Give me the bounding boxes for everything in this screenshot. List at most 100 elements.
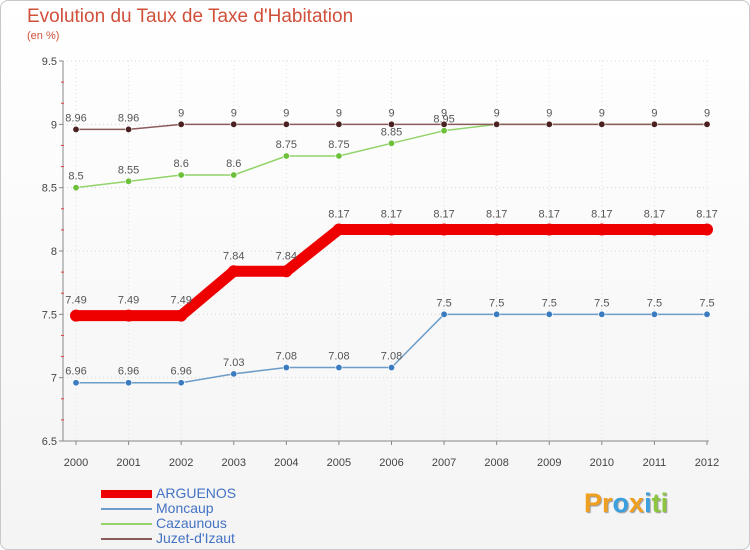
y-tick-label: 8 (51, 246, 57, 258)
data-label-moncaup: 7.08 (276, 351, 297, 363)
point-juzet-d-izaut (282, 120, 290, 128)
point-juzet-d-izaut (72, 125, 80, 133)
point-moncaup (598, 310, 606, 318)
point-arguenos (122, 309, 135, 322)
point-juzet-d-izaut (125, 125, 133, 133)
data-label-juzet-d-izaut: 9 (546, 107, 552, 119)
x-tick-label: 2007 (432, 457, 456, 469)
data-label-arguenos: 7.49 (170, 295, 191, 307)
point-juzet-d-izaut (493, 120, 501, 128)
data-label-moncaup: 7.03 (223, 357, 244, 369)
data-label-moncaup: 7.5 (699, 297, 714, 309)
data-label-juzet-d-izaut: 9 (704, 107, 710, 119)
y-tick-label: 9.5 (42, 56, 57, 68)
point-arguenos (648, 223, 661, 236)
data-label-juzet-d-izaut: 9 (283, 107, 289, 119)
data-label-cazaunous: 8.6 (174, 158, 189, 170)
point-arguenos (280, 265, 293, 278)
y-tick-label: 8.5 (42, 183, 57, 195)
legend-label: Cazaunous (156, 515, 227, 531)
point-cazaunous (387, 139, 395, 147)
point-arguenos (490, 223, 503, 236)
legend-item: Juzet-d'Izaut (101, 530, 351, 546)
point-cazaunous (72, 184, 80, 192)
data-label-arguenos: 8.17 (644, 208, 665, 220)
data-label-moncaup: 6.96 (170, 366, 191, 378)
data-label-moncaup: 7.5 (436, 297, 451, 309)
data-label-moncaup: 7.5 (542, 297, 557, 309)
legend-swatch (101, 508, 152, 510)
point-moncaup (72, 379, 80, 387)
data-label-cazaunous: 8.75 (328, 139, 349, 151)
legend-swatch (101, 490, 152, 498)
logo-letter: i (644, 488, 652, 518)
logo-letter: x (629, 488, 645, 518)
data-label-arguenos: 8.17 (591, 208, 612, 220)
point-arguenos (175, 309, 188, 322)
data-label-arguenos: 7.49 (65, 295, 86, 307)
point-moncaup (282, 364, 290, 372)
x-tick-label: 2010 (590, 457, 614, 469)
data-label-juzet-d-izaut: 9 (231, 107, 237, 119)
logo-letter: o (612, 488, 630, 518)
data-label-arguenos: 8.17 (539, 208, 560, 220)
point-cazaunous (177, 171, 185, 179)
legend-swatch (101, 523, 152, 525)
legend-label: ARGUENOS (156, 485, 237, 501)
point-arguenos (385, 223, 398, 236)
data-label-juzet-d-izaut: 9 (388, 107, 394, 119)
data-label-arguenos: 8.17 (381, 208, 402, 220)
y-tick-label: 7 (51, 373, 57, 385)
point-juzet-d-izaut (335, 120, 343, 128)
legend-label: Juzet-d'Izaut (156, 530, 235, 546)
x-tick-label: 2008 (484, 457, 508, 469)
proxiti-logo: Proxiti (584, 488, 668, 519)
point-arguenos (438, 223, 451, 236)
chart-subtitle: (en %) (27, 30, 60, 42)
data-label-juzet-d-izaut: 9 (599, 107, 605, 119)
data-label-juzet-d-izaut: 9 (441, 107, 447, 119)
y-tick-label: 6.5 (42, 436, 57, 448)
legend-item: Moncaup (101, 500, 351, 516)
data-label-moncaup: 6.96 (65, 366, 86, 378)
data-label-arguenos: 8.17 (433, 208, 454, 220)
point-arguenos (227, 265, 240, 278)
point-moncaup (650, 310, 658, 318)
data-label-arguenos: 8.17 (486, 208, 507, 220)
data-label-cazaunous: 8.6 (226, 158, 241, 170)
data-label-arguenos: 8.17 (696, 208, 717, 220)
x-tick-label: 2001 (116, 457, 140, 469)
point-arguenos (595, 223, 608, 236)
logo-letter: P (584, 488, 603, 518)
x-tick-label: 2005 (327, 457, 351, 469)
legend-item: Cazaunous (101, 515, 351, 531)
point-juzet-d-izaut (387, 120, 395, 128)
data-label-cazaunous: 8.5 (68, 171, 83, 183)
point-arguenos (332, 223, 345, 236)
point-cazaunous (230, 171, 238, 179)
point-arguenos (70, 309, 82, 322)
point-juzet-d-izaut (703, 120, 711, 128)
x-tick-label: 2002 (169, 457, 193, 469)
point-juzet-d-izaut (440, 120, 448, 128)
point-arguenos (701, 223, 713, 236)
point-moncaup (440, 310, 448, 318)
data-label-juzet-d-izaut: 8.96 (118, 112, 139, 124)
point-juzet-d-izaut (177, 120, 185, 128)
data-label-moncaup: 7.5 (594, 297, 609, 309)
data-label-cazaunous: 8.75 (276, 139, 297, 151)
point-juzet-d-izaut (598, 120, 606, 128)
x-tick-label: 2003 (222, 457, 246, 469)
data-label-arguenos: 7.84 (276, 250, 297, 262)
legend-item: ARGUENOS (101, 485, 351, 501)
point-juzet-d-izaut (545, 120, 553, 128)
point-moncaup (335, 364, 343, 372)
data-label-moncaup: 7.5 (647, 297, 662, 309)
data-label-moncaup: 6.96 (118, 366, 139, 378)
logo-letter: i (660, 488, 669, 518)
point-juzet-d-izaut (650, 120, 658, 128)
data-label-juzet-d-izaut: 9 (336, 107, 342, 119)
point-cazaunous (440, 127, 448, 135)
